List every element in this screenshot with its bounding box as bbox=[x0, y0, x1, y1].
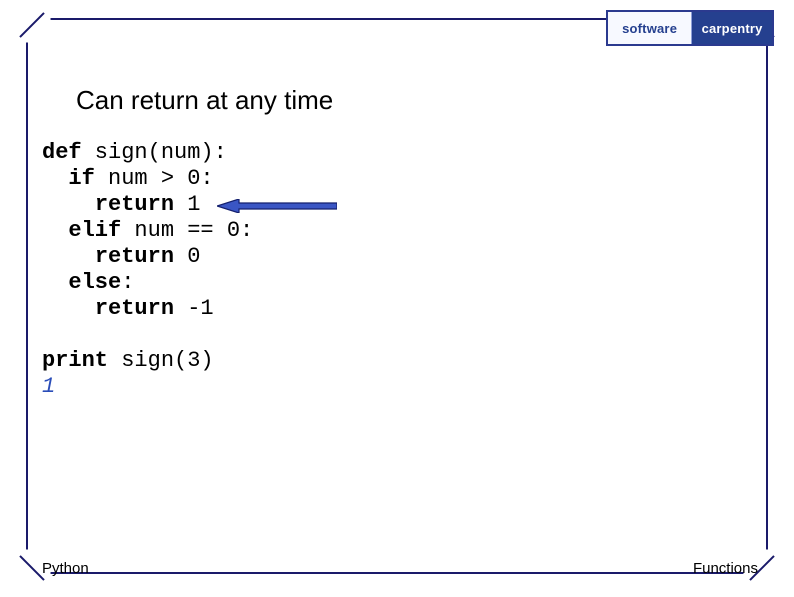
indent bbox=[42, 296, 95, 321]
keyword-return: return bbox=[95, 192, 174, 217]
code-text: num > 0: bbox=[95, 166, 214, 191]
code-output: 1 bbox=[42, 374, 55, 399]
keyword-print: print bbox=[42, 348, 108, 373]
slide: software carpentry Can return at any tim… bbox=[0, 0, 794, 595]
indent bbox=[42, 192, 95, 217]
code-block: def sign(num): if num > 0: return 1 elif… bbox=[42, 140, 253, 400]
code-text: 1 bbox=[174, 192, 200, 217]
keyword-else: else bbox=[68, 270, 121, 295]
logo-left-text: software bbox=[608, 12, 692, 44]
arrow-left-icon bbox=[217, 199, 337, 213]
code-text: : bbox=[121, 270, 134, 295]
footer-right: Functions bbox=[693, 560, 758, 577]
software-carpentry-logo: software carpentry bbox=[606, 10, 774, 46]
slide-title: Can return at any time bbox=[76, 85, 333, 116]
keyword-return: return bbox=[95, 296, 174, 321]
code-text: 0 bbox=[174, 244, 200, 269]
logo-right-text: carpentry bbox=[692, 12, 772, 44]
arrow-shape bbox=[217, 199, 337, 213]
keyword-elif: elif bbox=[68, 218, 121, 243]
code-text: -1 bbox=[174, 296, 214, 321]
indent bbox=[42, 270, 68, 295]
indent bbox=[42, 218, 68, 243]
keyword-def: def bbox=[42, 140, 82, 165]
footer-left: Python bbox=[42, 560, 89, 577]
indent bbox=[42, 166, 68, 191]
keyword-return: return bbox=[95, 244, 174, 269]
keyword-if: if bbox=[68, 166, 94, 191]
indent bbox=[42, 244, 95, 269]
code-text: sign(3) bbox=[108, 348, 214, 373]
code-text: sign(num): bbox=[82, 140, 227, 165]
code-text: num == 0: bbox=[121, 218, 253, 243]
